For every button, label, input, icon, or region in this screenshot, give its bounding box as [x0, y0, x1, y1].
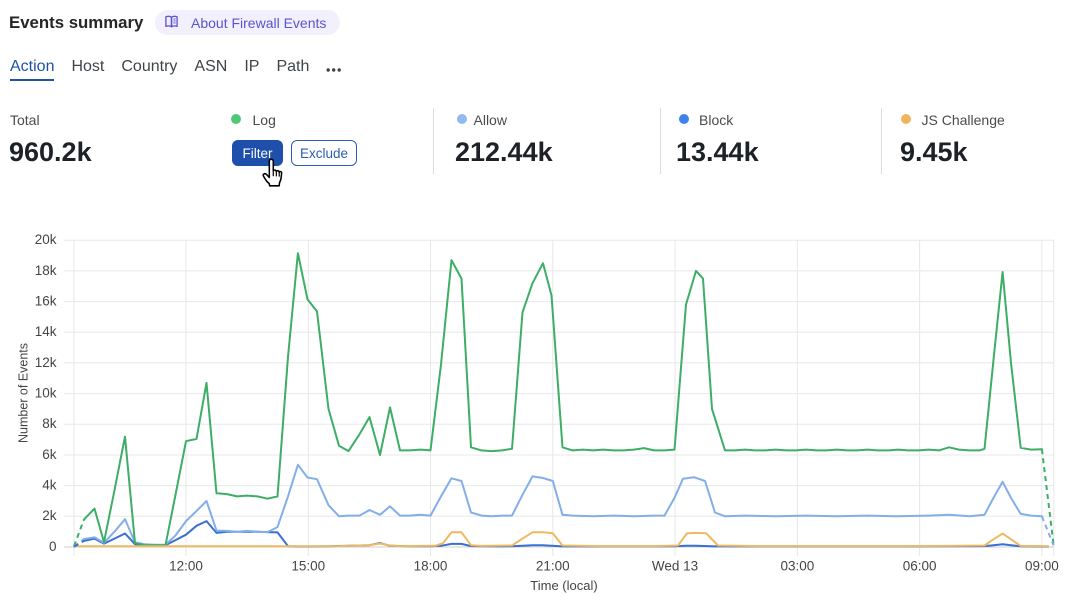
svg-text:4k: 4k: [42, 478, 57, 493]
svg-text:12k: 12k: [35, 355, 57, 370]
svg-text:21:00: 21:00: [536, 559, 570, 574]
svg-text:03:00: 03:00: [781, 559, 815, 574]
svg-text:14k: 14k: [35, 324, 57, 339]
svg-text:Wed 13: Wed 13: [652, 559, 698, 574]
svg-text:12:00: 12:00: [169, 559, 203, 574]
svg-text:2k: 2k: [42, 508, 57, 523]
svg-text:Time (local): Time (local): [530, 578, 597, 593]
svg-text:18:00: 18:00: [414, 559, 448, 574]
svg-text:18k: 18k: [35, 263, 57, 278]
svg-text:20k: 20k: [35, 232, 57, 247]
svg-text:Number of Events: Number of Events: [17, 343, 31, 443]
svg-text:15:00: 15:00: [291, 559, 325, 574]
svg-text:0: 0: [49, 539, 57, 554]
svg-text:06:00: 06:00: [903, 559, 937, 574]
svg-text:16k: 16k: [35, 294, 57, 309]
svg-text:6k: 6k: [42, 447, 57, 462]
svg-text:8k: 8k: [42, 416, 57, 431]
svg-text:09:00: 09:00: [1025, 559, 1059, 574]
svg-text:10k: 10k: [35, 386, 57, 401]
